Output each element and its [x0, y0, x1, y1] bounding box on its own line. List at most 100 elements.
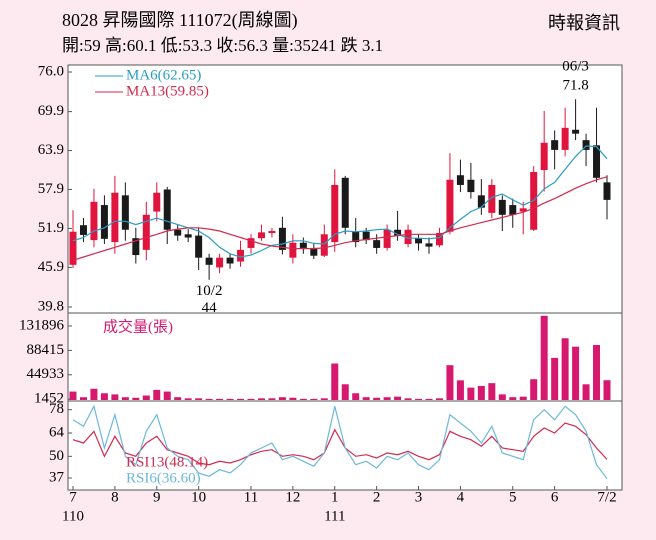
volume-bar	[320, 398, 328, 400]
candle-body	[184, 234, 192, 238]
volume-bar	[111, 394, 119, 400]
volume-bar	[488, 383, 496, 400]
volume-bar	[394, 396, 402, 400]
y-tick-label: 50	[49, 448, 64, 464]
candle-body	[373, 240, 381, 248]
x-year-label: 111	[324, 508, 345, 524]
volume-bar	[540, 315, 548, 400]
candle-body	[142, 214, 150, 250]
candle-body	[394, 229, 402, 236]
volume-bar	[268, 398, 276, 400]
volume-bar	[446, 365, 454, 400]
volume-bar	[509, 397, 517, 400]
candle-body	[205, 257, 213, 265]
candle-body	[467, 179, 475, 193]
volume-bar	[299, 398, 307, 400]
y-tick-label: 63.9	[38, 142, 64, 158]
y-tick-label: 88415	[27, 342, 65, 358]
candle-body	[268, 231, 276, 233]
x-tick-label: 6	[551, 489, 559, 505]
y-tick-label: 57.9	[38, 181, 64, 197]
candle-body	[278, 227, 286, 250]
volume-bar	[603, 380, 611, 400]
line-series	[72, 176, 608, 261]
volume-bar	[477, 385, 485, 400]
chart-subtitle: 開:59 高:60.1 低:53.3 收:56.3 量:35241 跌 3.1	[62, 36, 383, 55]
candle-body	[415, 238, 423, 244]
candle-body	[341, 177, 349, 228]
candle-body	[289, 242, 297, 258]
candle-body	[174, 229, 182, 236]
volume-bar	[205, 398, 213, 400]
candle-body	[257, 232, 265, 239]
candle-body	[404, 229, 412, 245]
x-tick-label: 11	[244, 489, 258, 505]
candle-body	[111, 192, 119, 243]
legend-label: 成交量(張)	[103, 317, 173, 335]
volume-bar	[561, 338, 569, 400]
candle-body	[100, 205, 108, 239]
y-tick-label: 69.9	[38, 103, 64, 119]
x-tick-label: 8	[111, 489, 119, 505]
annotation-date: 10/2	[196, 283, 223, 299]
y-tick-label: 51.9	[38, 220, 64, 236]
candle-body	[362, 231, 370, 241]
volume-bar	[257, 398, 265, 400]
y-tick-label: 64	[49, 424, 65, 440]
candle-body	[79, 225, 87, 235]
chart-title: 8028 昇陽國際 111072(周線圖)	[62, 10, 298, 31]
volume-bar	[530, 379, 538, 400]
volume-bar	[593, 344, 601, 400]
legend-label: MA6(62.65)	[126, 67, 201, 83]
candle-body	[540, 142, 548, 171]
volume-bar	[310, 398, 318, 400]
volume-bar	[404, 398, 412, 400]
candle-body	[163, 189, 171, 230]
volume-bar	[572, 346, 580, 400]
candle-body	[572, 129, 580, 134]
volume-bar	[174, 397, 182, 400]
candle-body	[90, 201, 98, 241]
legend-label: RSI6(36.60)	[126, 470, 201, 486]
candle-body	[216, 257, 224, 268]
candle-body	[237, 249, 245, 262]
candle-body	[226, 257, 234, 264]
line-series	[72, 422, 608, 466]
volume-bar	[425, 398, 433, 400]
candle-body	[593, 145, 601, 178]
volume-bar	[226, 398, 234, 400]
line-series	[72, 404, 608, 480]
candle-body	[310, 247, 318, 256]
volume-bar	[467, 387, 475, 400]
x-tick-label: 1	[331, 489, 339, 505]
candle-body	[488, 184, 496, 213]
volume-bar	[582, 384, 590, 400]
candle-body	[477, 195, 485, 208]
plot-frame	[67, 64, 623, 491]
candle-body	[498, 199, 506, 215]
candle-body	[425, 243, 433, 247]
volume-bar	[551, 357, 559, 400]
volume-bar	[216, 398, 224, 400]
candle-body	[519, 208, 527, 212]
volume-bar	[456, 380, 464, 400]
volume-bar	[132, 397, 140, 400]
x-year-label: 110	[62, 508, 84, 524]
volume-bar	[352, 393, 360, 400]
x-tick-label: 10	[191, 489, 206, 505]
candle-body	[456, 175, 464, 185]
annotation-date: 06/3	[562, 59, 589, 75]
y-tick-label: 76.0	[38, 63, 64, 79]
candle-body	[320, 234, 328, 256]
x-tick-label: 7	[69, 489, 77, 505]
volume-bar	[237, 398, 245, 400]
x-tick-label: 5	[509, 489, 517, 505]
y-tick-label: 37	[49, 469, 65, 485]
candle-body	[551, 140, 559, 150]
candle-body	[69, 231, 77, 265]
volume-bar	[163, 391, 171, 400]
volume-bar	[415, 398, 423, 400]
volume-bar	[142, 395, 150, 400]
x-tick-label: 12	[285, 489, 300, 505]
volume-bar	[100, 393, 108, 400]
